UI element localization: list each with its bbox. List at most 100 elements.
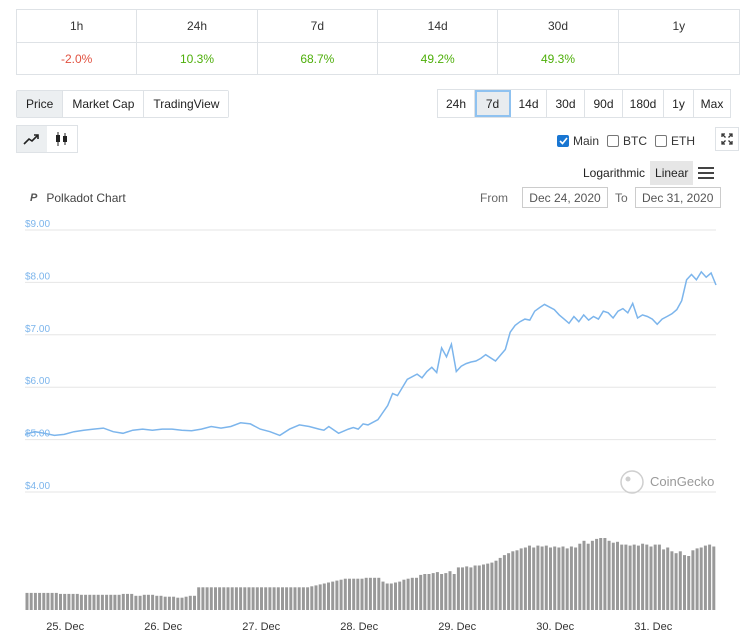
volume-bar [180,597,184,610]
volume-bar [507,553,511,610]
perf-value-30d: 49.3% [498,43,619,75]
volume-bar [46,592,50,610]
candlestick-icon[interactable] [47,126,77,152]
tab-price[interactable]: Price [17,91,64,117]
volume-bar [494,560,498,610]
volume-bar [297,587,301,610]
volume-bar [151,594,155,610]
range-max[interactable]: Max [700,96,724,111]
range-1y[interactable]: 1y [664,90,694,117]
price-chart[interactable]: $9.00 $8.00 $7.00 $6.00 $5.00 $4.00 CoinGecko… [0,220,750,644]
range-180d[interactable]: 180d [623,90,664,117]
volume-bar [96,594,100,610]
x-tick-label: 26. Dec [144,621,182,633]
volume-bar [691,550,695,610]
checkbox-main[interactable]: Main [557,134,599,148]
y-axis-labels: $9.00 $8.00 $7.00 $6.00 $5.00 $4.00 [25,220,50,492]
volume-bar [461,567,464,610]
volume-bar [172,596,176,610]
volume-bar [322,583,326,610]
volume-bar [519,548,523,610]
range-7d[interactable]: 7d [475,90,511,117]
tab-market-cap[interactable]: Market Cap [63,91,145,117]
range-14d[interactable]: 14d [511,90,547,117]
volume-bar [260,587,263,610]
volume-bar [553,546,557,610]
x-tick-label: 28. Dec [340,621,378,633]
volume-bar [649,546,653,610]
volume-bar [699,547,703,610]
volume-bar [368,577,372,610]
volume-bar [620,544,624,610]
volume-bar [197,587,201,610]
range-90d[interactable]: 90d [585,90,623,117]
volume-bar [105,594,109,610]
volume-bar [335,580,339,610]
perf-value-14d: 49.2% [378,43,499,75]
date-from-input[interactable]: Dec 24, 2020 [522,187,608,208]
performance-table: 1h 24h 7d 14d 30d 1y -2.0% 10.3% 68.7% 4… [16,9,740,75]
date-to-input[interactable]: Dec 31, 2020 [634,187,721,208]
x-tick-label: 30. Dec [536,621,574,633]
volume-bar [130,593,134,610]
scale-linear-button[interactable]: Linear [650,161,694,185]
volume-bar [469,567,473,610]
chart-title: P Polkadot Chart [30,191,126,205]
volume-bar [167,596,171,610]
perf-header-7d: 7d [257,10,378,43]
chart-tabs: Price Market Cap TradingView [16,90,230,118]
fullscreen-expand-icon[interactable] [715,127,739,151]
checkbox-eth[interactable]: ETH [655,134,695,148]
volume-bar [482,564,485,610]
range-24h[interactable]: 24h [438,90,475,117]
volume-bar [360,578,364,610]
volume-bar [314,585,318,610]
volume-bar [310,586,314,610]
volume-bar [146,594,150,610]
date-range: From Dec 24, 2020 To Dec 31, 2020 [480,187,721,208]
volume-bar [306,587,310,610]
checkbox-main-label: Main [573,134,600,148]
perf-header-1h: 1h [17,10,138,43]
volume-bar [209,587,213,610]
volume-bar [67,593,71,610]
volume-bar [159,595,163,610]
volume-bar [582,540,586,610]
volume-bar [121,593,125,610]
volume-bar [230,587,234,610]
checkbox-btc-label: BTC [623,134,648,148]
volume-bar [708,544,712,610]
checkbox-btc[interactable]: BTC [607,134,647,148]
volume-bar [486,563,490,610]
volume-bar [544,545,548,610]
volume-bar [452,574,456,610]
scale-logarithmic-button[interactable]: Logarithmic [583,166,646,180]
x-tick-label: 31. Dec [634,621,672,633]
volume-bar [695,548,699,610]
date-to-label: To [615,190,628,205]
volume-bar [435,572,439,610]
volume-bar [595,538,599,610]
polkadot-logo-icon: P [30,192,38,204]
volume-bar [628,545,632,610]
volume-bar [574,547,578,610]
volume-bar [448,571,452,610]
volume-bar [255,587,259,610]
volume-bar [381,581,385,610]
scale-toggle: Logarithmic Linear [578,161,694,185]
volume-bar [687,556,691,610]
volume-bar [670,551,674,610]
range-30d[interactable]: 30d [547,90,585,117]
volume-bar [214,587,217,610]
line-chart-icon[interactable] [17,126,47,152]
coingecko-logo-icon [620,470,644,494]
hamburger-menu-icon[interactable] [698,166,714,179]
volume-bar [318,584,322,610]
volume-bar [578,543,582,610]
tab-tradingview[interactable]: TradingView [144,91,229,117]
volume-bar [33,592,37,610]
volume-bar [703,545,707,610]
volume-bar [666,547,670,610]
volume-bar [113,594,117,610]
volume-bar [712,546,716,610]
